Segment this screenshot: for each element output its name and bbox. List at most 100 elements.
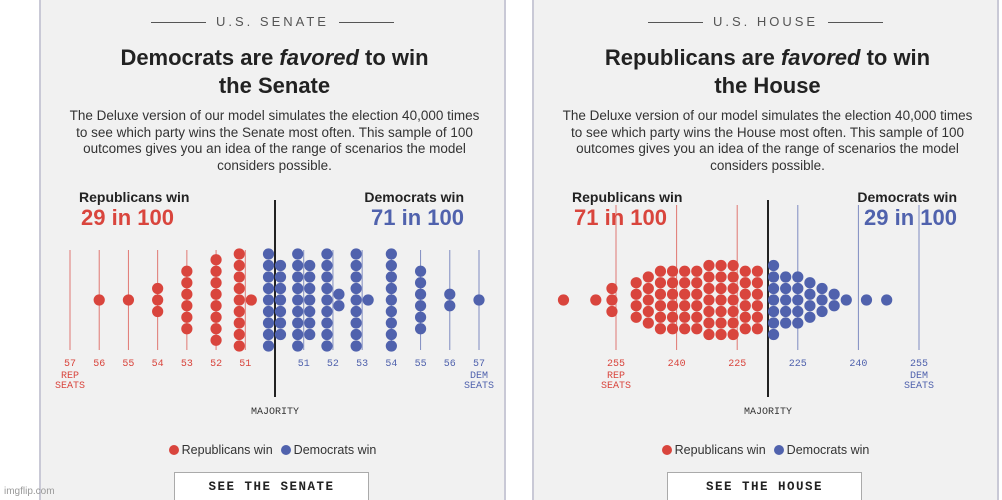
outcome-dot [630, 300, 642, 312]
outcome-dot [666, 300, 679, 312]
outcome-dot [679, 323, 691, 335]
outcome-dot [292, 340, 304, 352]
forecast-button[interactable]: SEE THE SENATE FORECAST [174, 472, 369, 500]
outcome-dot [350, 340, 362, 352]
outcome-column [666, 265, 679, 335]
outcome-dot [152, 282, 164, 295]
tick-label: 55 [122, 359, 134, 370]
outcome-dot [181, 288, 193, 300]
forecast-button[interactable]: SEE THE HOUSE FORECAST [667, 472, 862, 500]
outcome-dot [414, 277, 427, 289]
outcome-dot [792, 305, 804, 318]
outcome-dot [304, 294, 316, 306]
outcome-column [122, 294, 135, 306]
tick-label: 56 [93, 359, 105, 370]
outcome-column [654, 265, 667, 335]
outcome-dot [385, 282, 397, 295]
outcome-dot [715, 317, 727, 329]
outcome-dot [385, 340, 397, 352]
outcome-dot [715, 294, 727, 306]
outcome-dot [304, 271, 316, 283]
outcome-column [642, 271, 654, 329]
outcome-dot [233, 340, 245, 352]
outcome-dot [233, 328, 245, 341]
outcome-column [727, 259, 739, 341]
outcome-dot [350, 248, 362, 260]
outcome-dot [751, 288, 763, 300]
axis-label: SEATS [904, 381, 934, 392]
rule [828, 22, 884, 24]
outcome-column [557, 294, 570, 306]
outcome-dot [840, 294, 852, 306]
outcome-dot [333, 300, 345, 312]
outcome-column [590, 294, 602, 306]
outcome-dot [210, 265, 222, 277]
outcome-dot [792, 317, 804, 329]
outcome-dot [715, 328, 727, 341]
title-emphasis: favored [279, 45, 359, 70]
outcome-dot [350, 328, 362, 341]
outcome-dot [767, 317, 780, 329]
outcome-dot [233, 271, 245, 283]
outcome-dot [210, 254, 222, 266]
outcome-column [181, 265, 193, 335]
axis-label: DEM [470, 371, 488, 382]
outcome-dot [362, 294, 374, 306]
title-text: to win the Senate [218, 45, 429, 98]
outcome-dot [666, 323, 679, 335]
outcome-dot [691, 288, 703, 300]
outcome-dot [181, 265, 193, 277]
outcome-dot [262, 328, 275, 341]
axis-label: SEATS [55, 381, 85, 392]
outcome-dot [666, 311, 679, 323]
outcome-dot [804, 288, 816, 300]
outcome-dot [210, 311, 222, 323]
outcome-dot [262, 259, 275, 272]
outcome-dot [691, 265, 703, 277]
outcome-column [233, 248, 257, 352]
outcome-column [751, 265, 763, 335]
outcome-dot [262, 340, 275, 352]
outcome-dot [679, 311, 691, 323]
outcome-dot [727, 271, 739, 283]
tick-label: 53 [181, 359, 193, 370]
outcome-dot [780, 294, 792, 306]
rep-label: Republicans win [79, 189, 190, 205]
outcome-dot [321, 294, 333, 306]
outcome-dot [233, 248, 245, 260]
outcome-dot [304, 259, 316, 272]
tick-label: 54 [152, 359, 164, 370]
outcome-dot [181, 311, 193, 323]
outcome-dot [321, 305, 333, 318]
outcome-column [828, 288, 840, 312]
tick-label: 255 [910, 359, 928, 370]
title-text: Democrats are [120, 45, 280, 70]
outcome-dot [181, 323, 193, 335]
outcome-dot [816, 282, 828, 295]
description: The Deluxe version of our model simulate… [562, 108, 973, 173]
outcome-dot [262, 282, 275, 295]
legend-text: Democrats win [293, 443, 377, 457]
outcome-column [767, 259, 780, 341]
title-text: Republicans are [604, 45, 781, 70]
outcome-dot [666, 277, 679, 289]
outcome-dot [630, 277, 642, 289]
outcome-dot [274, 259, 287, 272]
outcome-column [385, 248, 397, 352]
outcome-dot [385, 294, 397, 306]
outcome-dot [860, 294, 873, 306]
outcome-dot [262, 317, 275, 329]
outcome-dot [816, 294, 828, 306]
outcome-dot [881, 294, 893, 306]
outcome-column [210, 254, 222, 346]
outcome-dot [274, 328, 287, 341]
outcome-dot [767, 271, 780, 283]
outcome-dot [350, 259, 362, 272]
outcome-dot [385, 317, 397, 329]
outcome-dot [321, 317, 333, 329]
outcome-dot [751, 277, 763, 289]
outcome-dot [262, 248, 275, 260]
dem-label: Democrats win [857, 189, 957, 205]
outcome-dot [210, 334, 222, 346]
rep-label: Republicans win [572, 189, 683, 205]
